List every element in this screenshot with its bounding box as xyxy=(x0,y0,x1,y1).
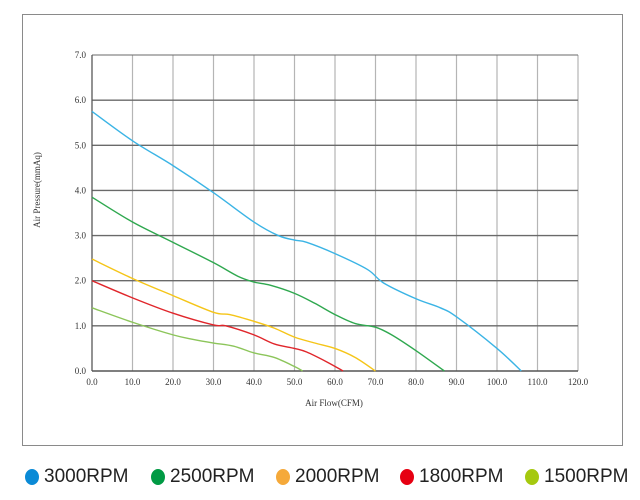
legend-dot-icon xyxy=(276,469,290,485)
series-line-1500rpm xyxy=(91,307,303,372)
y-tick-label: 7.0 xyxy=(75,50,87,60)
x-tick-label: 10.0 xyxy=(125,377,141,387)
legend-item-2500rpm: 2500RPM xyxy=(151,466,255,488)
legend-dot-icon xyxy=(525,469,539,485)
legend-dot-icon xyxy=(25,469,39,485)
x-tick-label: 70.0 xyxy=(368,377,384,387)
x-tick-label: 20.0 xyxy=(165,377,181,387)
x-tick-label: 100.0 xyxy=(487,377,508,387)
x-tick-label: 50.0 xyxy=(287,377,303,387)
x-tick-label: 120.0 xyxy=(568,377,589,387)
y-tick-label: 5.0 xyxy=(75,140,87,150)
x-axis-title: Air Flow(CFM) xyxy=(305,398,363,408)
series-line-2000rpm xyxy=(91,258,376,372)
x-tick-label: 90.0 xyxy=(449,377,465,387)
legend-label: 2000RPM xyxy=(295,466,380,487)
y-axis-title: Air Pressure(mmAq) xyxy=(32,152,42,228)
legend-label: 1800RPM xyxy=(419,466,504,487)
x-tick-label: 80.0 xyxy=(408,377,424,387)
y-tick-label: 4.0 xyxy=(75,185,87,195)
legend-dot-icon xyxy=(400,469,414,485)
x-tick-label: 40.0 xyxy=(246,377,262,387)
legend-dot-icon xyxy=(151,469,165,485)
chart-frame xyxy=(22,14,623,446)
legend-label: 1500RPM xyxy=(544,466,629,487)
series-line-1800rpm xyxy=(91,280,344,372)
y-tick-label: 0.0 xyxy=(75,366,87,376)
legend-label: 3000RPM xyxy=(44,466,129,487)
series-line-3000rpm xyxy=(91,110,522,372)
x-tick-label: 0.0 xyxy=(86,377,98,387)
y-tick-label: 3.0 xyxy=(75,231,87,241)
x-tick-label: 30.0 xyxy=(206,377,222,387)
y-tick-label: 1.0 xyxy=(75,321,87,331)
legend: 3000RPM 2500RPM 2000RPM 1800RPM 1500RPM xyxy=(0,466,640,494)
legend-label: 2500RPM xyxy=(170,466,255,487)
y-tick-label: 2.0 xyxy=(75,276,87,286)
legend-item-3000rpm: 3000RPM xyxy=(25,466,129,488)
legend-item-1500rpm: 1500RPM xyxy=(525,466,629,488)
y-tick-label: 6.0 xyxy=(75,95,87,105)
series-line-2500rpm xyxy=(91,196,445,372)
x-tick-label: 110.0 xyxy=(528,377,548,387)
legend-item-1800rpm: 1800RPM xyxy=(400,466,504,488)
legend-item-2000rpm: 2000RPM xyxy=(276,466,380,488)
x-tick-label: 60.0 xyxy=(327,377,343,387)
